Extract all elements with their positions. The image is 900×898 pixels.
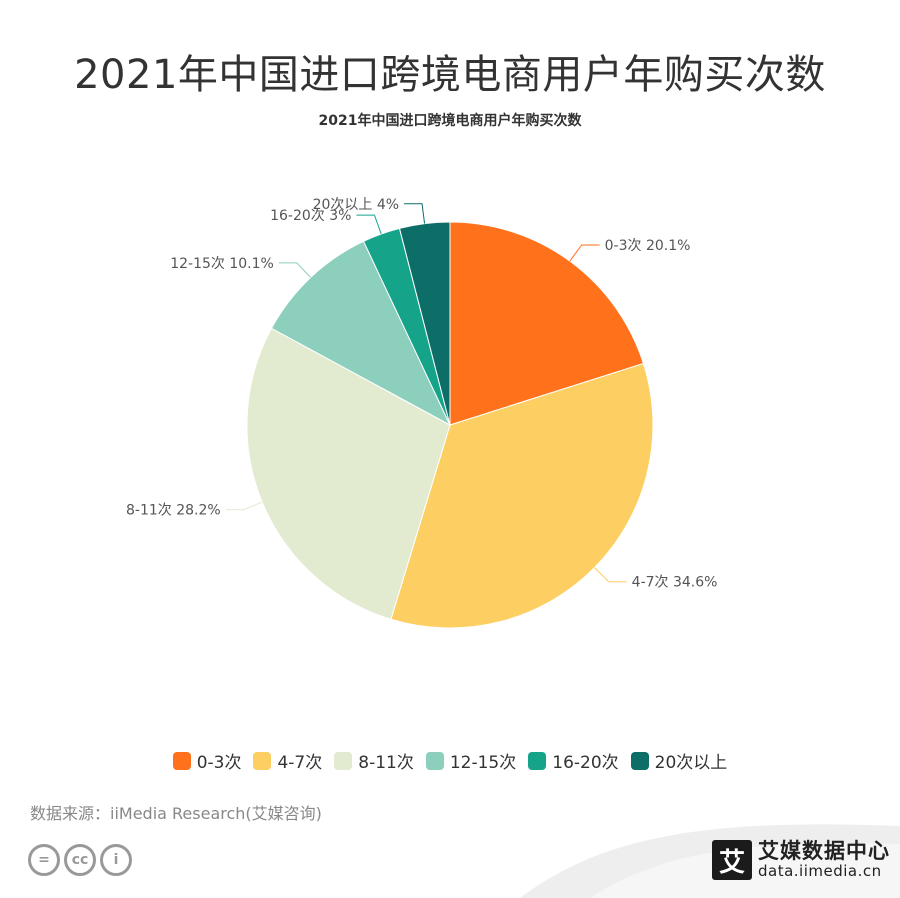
pie-slice-12-15次: [270, 240, 452, 427]
legend-label: 0-3次: [196, 753, 242, 773]
brand-name: 艾媒数据中心: [758, 839, 890, 864]
legend-item-8-11次[interactable]: 8-11次: [334, 748, 414, 773]
pie-slice-8-11次: [246, 327, 451, 620]
attribution-icon: i: [100, 844, 132, 876]
leader-line-12-15次: [278, 262, 311, 278]
legend-swatch: [528, 751, 547, 770]
legend-swatch: [172, 751, 191, 770]
data-label-16-20次: 16-20次 3%: [270, 208, 351, 224]
chart-title: 2021年中国进口跨境电商用户年购买次数: [318, 113, 582, 129]
data-label-20次以上: 20次以上 4%: [313, 197, 399, 213]
data-label-8-11次: 8-11次 28.2%: [126, 503, 221, 519]
brand-logo: 艾: [712, 840, 752, 880]
leader-line-4-7次: [594, 567, 627, 583]
data-label-0-3次: 0-3次 20.1%: [605, 238, 691, 254]
data-source: 数据来源：iiMedia Research(艾媒咨询): [30, 804, 322, 823]
leader-line-0-3次: [569, 244, 600, 262]
data-label-12-15次: 12-15次 10.1%: [170, 256, 274, 272]
data-label-4-7次: 4-7次 34.6%: [632, 575, 718, 591]
brand-url: data.iimedia.cn: [758, 862, 882, 881]
legend-item-0-3次[interactable]: 0-3次: [172, 748, 242, 773]
legend-label: 16-20次: [552, 753, 619, 773]
legend-item-12-15次[interactable]: 12-15次: [425, 748, 517, 773]
legend-label: 4-7次: [277, 753, 323, 773]
chart-legend: 0-3次 4-7次 8-11次 12-15次 16-20次 20次以上: [0, 748, 900, 773]
legend-item-4-7次[interactable]: 4-7次: [253, 748, 322, 773]
page-title: 2021年中国进口跨境电商用户年购买次数: [74, 52, 826, 98]
leader-line-20次以上: [404, 203, 426, 224]
pie-chart: 0-3次 20.1% 4-7次 34.6% 8-11次 28.2% 12-15次 10…: [126, 197, 718, 629]
legend-swatch: [630, 751, 649, 770]
brand: 艾 艾媒数据中心 data.iimedia.cn: [712, 840, 890, 880]
legend-swatch: [425, 751, 444, 770]
legend-swatch: [334, 751, 353, 770]
leader-line-16-20次: [356, 214, 382, 235]
legend-label: 8-11次: [358, 753, 414, 773]
legend-item-16-20次[interactable]: 16-20次: [528, 748, 619, 773]
legend-item-20次以上[interactable]: 20次以上: [630, 748, 728, 773]
leader-line-8-11次: [225, 501, 263, 511]
license-icons: = cc i: [28, 844, 132, 876]
pie-slice-20次以上: [398, 221, 451, 426]
legend-label: 20次以上: [654, 753, 728, 773]
creative-commons-icon: cc: [64, 844, 96, 876]
legend-swatch: [253, 751, 272, 770]
no-derivatives-icon: =: [28, 844, 60, 876]
legend-label: 12-15次: [449, 753, 517, 773]
